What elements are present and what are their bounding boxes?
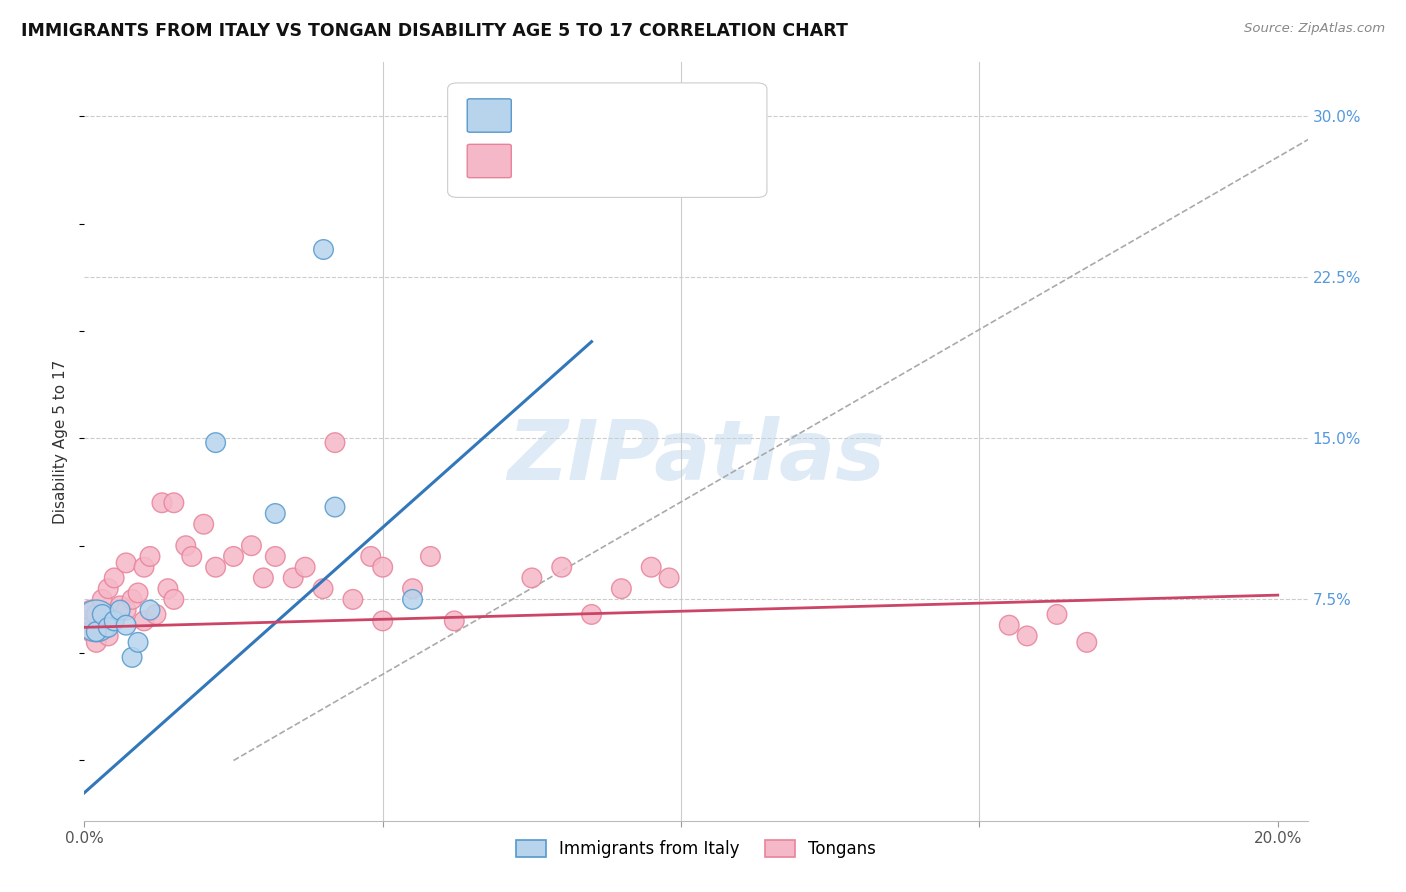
Point	[163, 496, 186, 510]
Point	[312, 582, 335, 596]
Point	[84, 614, 107, 628]
FancyBboxPatch shape	[447, 83, 766, 197]
Point	[1046, 607, 1069, 622]
Point	[371, 614, 394, 628]
Text: R =  0.118: R = 0.118	[524, 148, 613, 166]
Point	[91, 592, 114, 607]
Point	[240, 539, 263, 553]
Point	[108, 599, 131, 613]
Point	[551, 560, 574, 574]
Y-axis label: Disability Age 5 to 17: Disability Age 5 to 17	[53, 359, 69, 524]
Point	[193, 517, 215, 532]
Point	[312, 242, 335, 256]
Point	[108, 603, 131, 617]
Text: Source: ZipAtlas.com: Source: ZipAtlas.com	[1244, 22, 1385, 36]
Point	[73, 614, 96, 628]
Point	[150, 496, 173, 510]
Point	[323, 435, 346, 450]
Point	[610, 582, 633, 596]
Point	[79, 603, 101, 617]
Point	[264, 549, 287, 564]
Point	[121, 592, 143, 607]
Point	[371, 560, 394, 574]
Text: N = 53: N = 53	[647, 148, 710, 166]
Point	[163, 592, 186, 607]
Point	[132, 560, 155, 574]
Point	[103, 614, 125, 628]
Point	[97, 620, 120, 634]
Point	[264, 507, 287, 521]
Point	[401, 592, 423, 607]
Point	[91, 620, 114, 634]
Point	[998, 618, 1021, 632]
Point	[156, 582, 179, 596]
Point	[419, 549, 441, 564]
Point	[204, 435, 226, 450]
Point	[139, 603, 162, 617]
Point	[1017, 629, 1039, 643]
Point	[127, 586, 149, 600]
Point	[283, 571, 305, 585]
Text: R = 0.653: R = 0.653	[524, 103, 607, 120]
Point	[97, 582, 120, 596]
Point	[115, 603, 138, 617]
Point	[84, 635, 107, 649]
Point	[115, 618, 138, 632]
FancyBboxPatch shape	[467, 145, 512, 178]
Point	[84, 624, 107, 639]
Point	[658, 571, 681, 585]
FancyBboxPatch shape	[467, 99, 512, 132]
Point	[132, 614, 155, 628]
Point	[520, 571, 543, 585]
Point	[401, 582, 423, 596]
Point	[174, 539, 197, 553]
Point	[360, 549, 382, 564]
Point	[103, 571, 125, 585]
Point	[79, 624, 101, 639]
Point	[180, 549, 202, 564]
Text: N = 14: N = 14	[647, 103, 710, 120]
Text: IMMIGRANTS FROM ITALY VS TONGAN DISABILITY AGE 5 TO 17 CORRELATION CHART: IMMIGRANTS FROM ITALY VS TONGAN DISABILI…	[21, 22, 848, 40]
Point	[84, 607, 107, 622]
Point	[640, 560, 662, 574]
Point	[222, 549, 245, 564]
Text: ZIPatlas: ZIPatlas	[508, 417, 884, 497]
Point	[121, 650, 143, 665]
Point	[91, 607, 114, 622]
Point	[127, 635, 149, 649]
Point	[97, 629, 120, 643]
Point	[1076, 635, 1098, 649]
Point	[115, 556, 138, 570]
Point	[294, 560, 316, 574]
Point	[204, 560, 226, 574]
Point	[103, 614, 125, 628]
Point	[342, 592, 364, 607]
Point	[323, 500, 346, 514]
Point	[145, 607, 167, 622]
Point	[581, 607, 603, 622]
Point	[139, 549, 162, 564]
Point	[252, 571, 274, 585]
Legend: Immigrants from Italy, Tongans: Immigrants from Italy, Tongans	[516, 839, 876, 858]
Point	[443, 614, 465, 628]
